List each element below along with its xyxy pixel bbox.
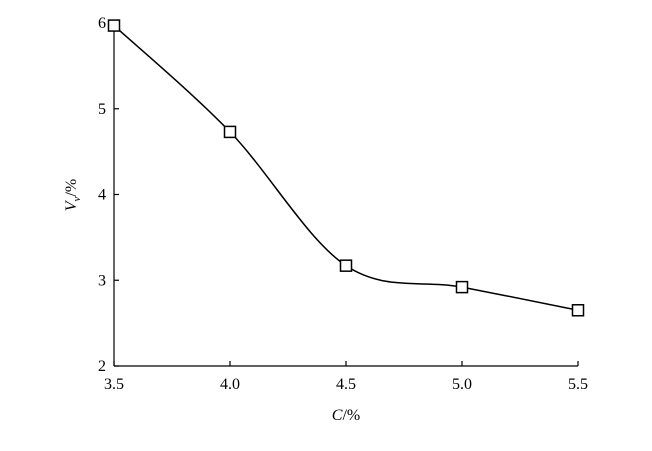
y-tick-label: 3 [98,272,106,289]
y-label-symbol: V [63,199,80,211]
marker [107,19,121,32]
y-tick-label: 4 [98,187,106,204]
y-tick-label: 2 [98,358,106,375]
x-label-symbol: C [332,407,343,424]
marker [571,304,585,317]
marker [455,280,469,294]
y-tick-label: 6 [98,15,106,32]
x-tick-label: 4.0 [220,376,240,393]
x-label-unit: /% [342,407,360,424]
x-tick-label: 3.5 [104,376,124,393]
data-line [113,25,579,311]
y-axis-label: Vv/% [63,179,83,211]
marker [223,125,237,139]
marker [339,259,353,272]
y-label-unit: /% [63,179,80,197]
x-axis-label: C/% [332,407,360,424]
x-tick-label: 5.5 [568,376,588,393]
x-tick-label: 5.0 [452,376,472,393]
y-tick-label: 5 [98,101,106,118]
x-tick-label: 4.5 [336,376,356,393]
y-label-subscript: v [71,196,83,201]
